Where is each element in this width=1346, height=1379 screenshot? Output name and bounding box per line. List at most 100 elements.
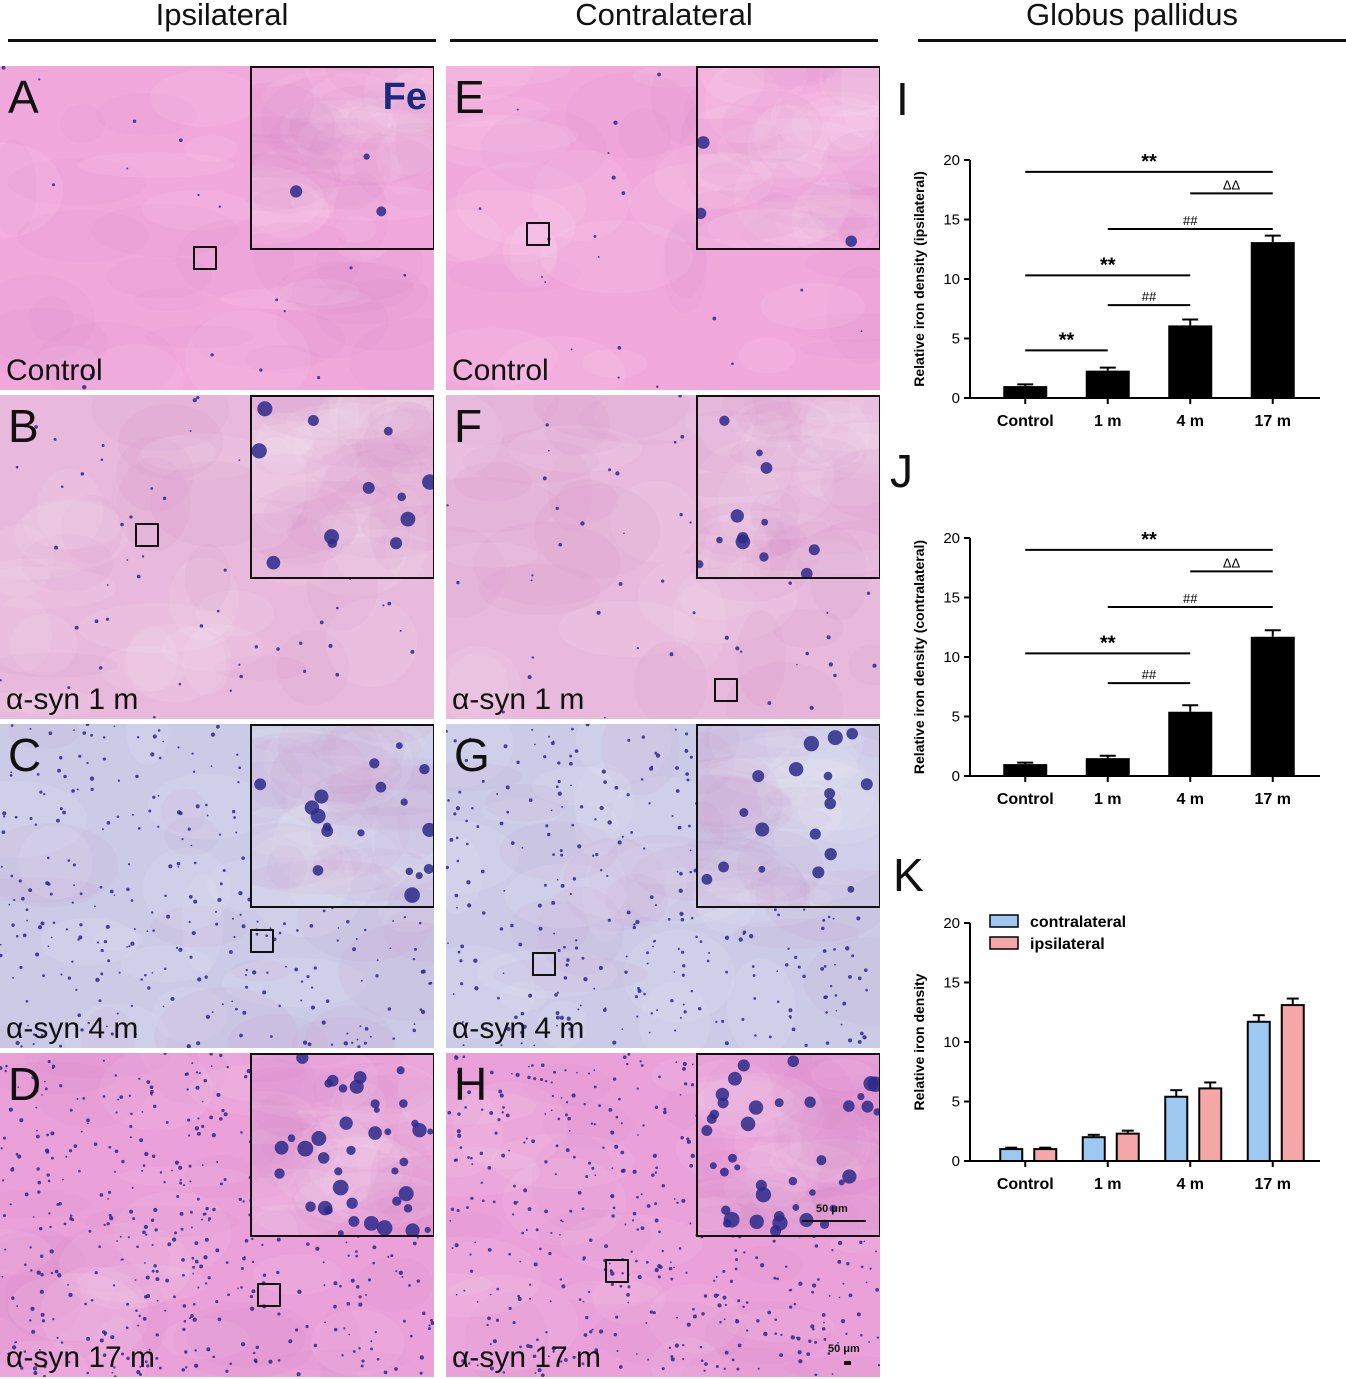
iron-deposit [60, 973, 63, 976]
y-tick-label: 0 [952, 390, 960, 407]
iron-deposit [37, 1190, 41, 1194]
iron-deposit [98, 1245, 101, 1248]
tissue-fiber [0, 143, 64, 238]
iron-deposit [635, 919, 640, 925]
iron-deposit [637, 988, 642, 994]
iron-deposit [163, 1053, 167, 1055]
tissue-fiber [360, 504, 433, 551]
iron-deposit [80, 472, 85, 476]
iron-deposit [634, 995, 638, 999]
iron-deposit [157, 825, 160, 828]
iron-deposit [182, 1327, 186, 1331]
iron-deposit [561, 1284, 566, 1289]
iron-deposit [557, 791, 562, 796]
tissue-fiber [363, 68, 433, 133]
iron-deposit [80, 1028, 84, 1032]
iron-deposit [310, 986, 314, 989]
iron-deposit [198, 1071, 201, 1075]
tissue-fiber [252, 153, 309, 193]
tissue-fiber [40, 1266, 149, 1361]
tissue-fiber [446, 395, 560, 446]
iron-deposit [550, 1231, 553, 1235]
tissue-fiber [371, 863, 433, 890]
iron-deposit [196, 1197, 200, 1201]
iron-deposit [476, 1300, 479, 1303]
iron-deposit [498, 1089, 503, 1094]
tissue-fiber [325, 536, 433, 558]
stain-background [698, 68, 879, 248]
tissue-fiber [252, 1207, 357, 1235]
iron-deposit [142, 1164, 146, 1167]
tissue-fiber [743, 397, 803, 435]
tissue-fiber [95, 92, 197, 136]
iron-deposit [369, 758, 380, 769]
tissue-fiber [290, 1105, 413, 1128]
region-box [257, 1283, 281, 1307]
iron-deposit [731, 1358, 735, 1362]
iron-deposit [100, 948, 104, 953]
iron-deposit [174, 1231, 178, 1235]
iron-deposit [143, 1224, 149, 1230]
iron-deposit [875, 1287, 879, 1292]
iron-deposit [608, 1262, 611, 1265]
tissue-fiber [799, 206, 866, 242]
iron-deposit [800, 288, 804, 292]
tissue-fiber [698, 848, 761, 892]
iron-deposit [216, 1160, 219, 1164]
iron-deposit [203, 1255, 208, 1260]
inset-image [252, 397, 433, 577]
condition-label: α-syn 4 m [452, 1012, 585, 1045]
tissue-fiber [181, 873, 224, 973]
tissue-fiber [315, 279, 434, 351]
iron-deposit [545, 1330, 548, 1334]
iron-deposit [581, 956, 585, 960]
iron-deposit [840, 1023, 843, 1026]
iron-deposit [776, 970, 779, 972]
iron-deposit [150, 911, 154, 914]
stain-background [252, 726, 433, 906]
y-tick-label: 0 [952, 768, 960, 785]
iron-deposit [525, 1137, 528, 1140]
tissue-fiber [682, 1347, 811, 1377]
tissue-fiber [726, 661, 844, 719]
tissue-fiber [446, 209, 502, 262]
header-contralateral-text: Contralateral [575, 0, 753, 32]
y-tick-label: 15 [943, 975, 960, 992]
iron-deposit [144, 1233, 148, 1236]
iron-deposit [60, 485, 64, 488]
iron-deposit [521, 1231, 525, 1235]
iron-deposit [192, 770, 196, 773]
tissue-fiber [252, 68, 311, 88]
tissue-fiber [252, 1094, 304, 1187]
iron-deposit [505, 785, 510, 790]
iron-deposit [125, 1326, 129, 1329]
tissue-fiber [446, 945, 536, 1039]
tissue-fiber [808, 170, 879, 241]
tissue-fiber [794, 412, 879, 452]
iron-deposit [559, 1015, 564, 1020]
tissue-fiber [252, 737, 323, 809]
iron-deposit [768, 1035, 772, 1039]
iron-deposit [587, 1290, 591, 1294]
iron-deposit [533, 1262, 538, 1267]
iron-deposit [659, 1265, 663, 1269]
iron-deposit [306, 974, 310, 979]
iron-deposit [804, 1043, 808, 1048]
iron-deposit [869, 1267, 872, 1270]
tissue-fiber [10, 613, 78, 676]
iron-deposit [190, 1226, 193, 1229]
iron-deposit [210, 353, 214, 357]
tissue-fiber [17, 209, 150, 263]
region-box [250, 929, 274, 953]
x-tick-label: 4 m [1176, 413, 1204, 430]
tissue-fiber [254, 397, 387, 441]
iron-deposit [48, 731, 53, 736]
iron-deposit [387, 1007, 392, 1011]
iron-deposit [355, 1254, 359, 1258]
tissue-fiber [734, 1245, 803, 1284]
iron-deposit [713, 1293, 719, 1298]
tissue-fiber [491, 1133, 636, 1190]
iron-deposit [39, 1289, 44, 1294]
iron-deposit [649, 895, 654, 900]
